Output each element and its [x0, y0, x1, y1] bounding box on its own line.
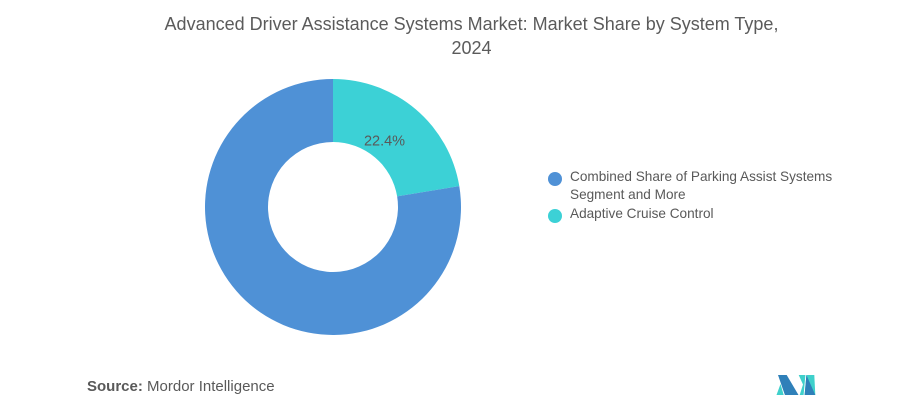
svg-text:22.4%: 22.4%: [364, 133, 405, 149]
